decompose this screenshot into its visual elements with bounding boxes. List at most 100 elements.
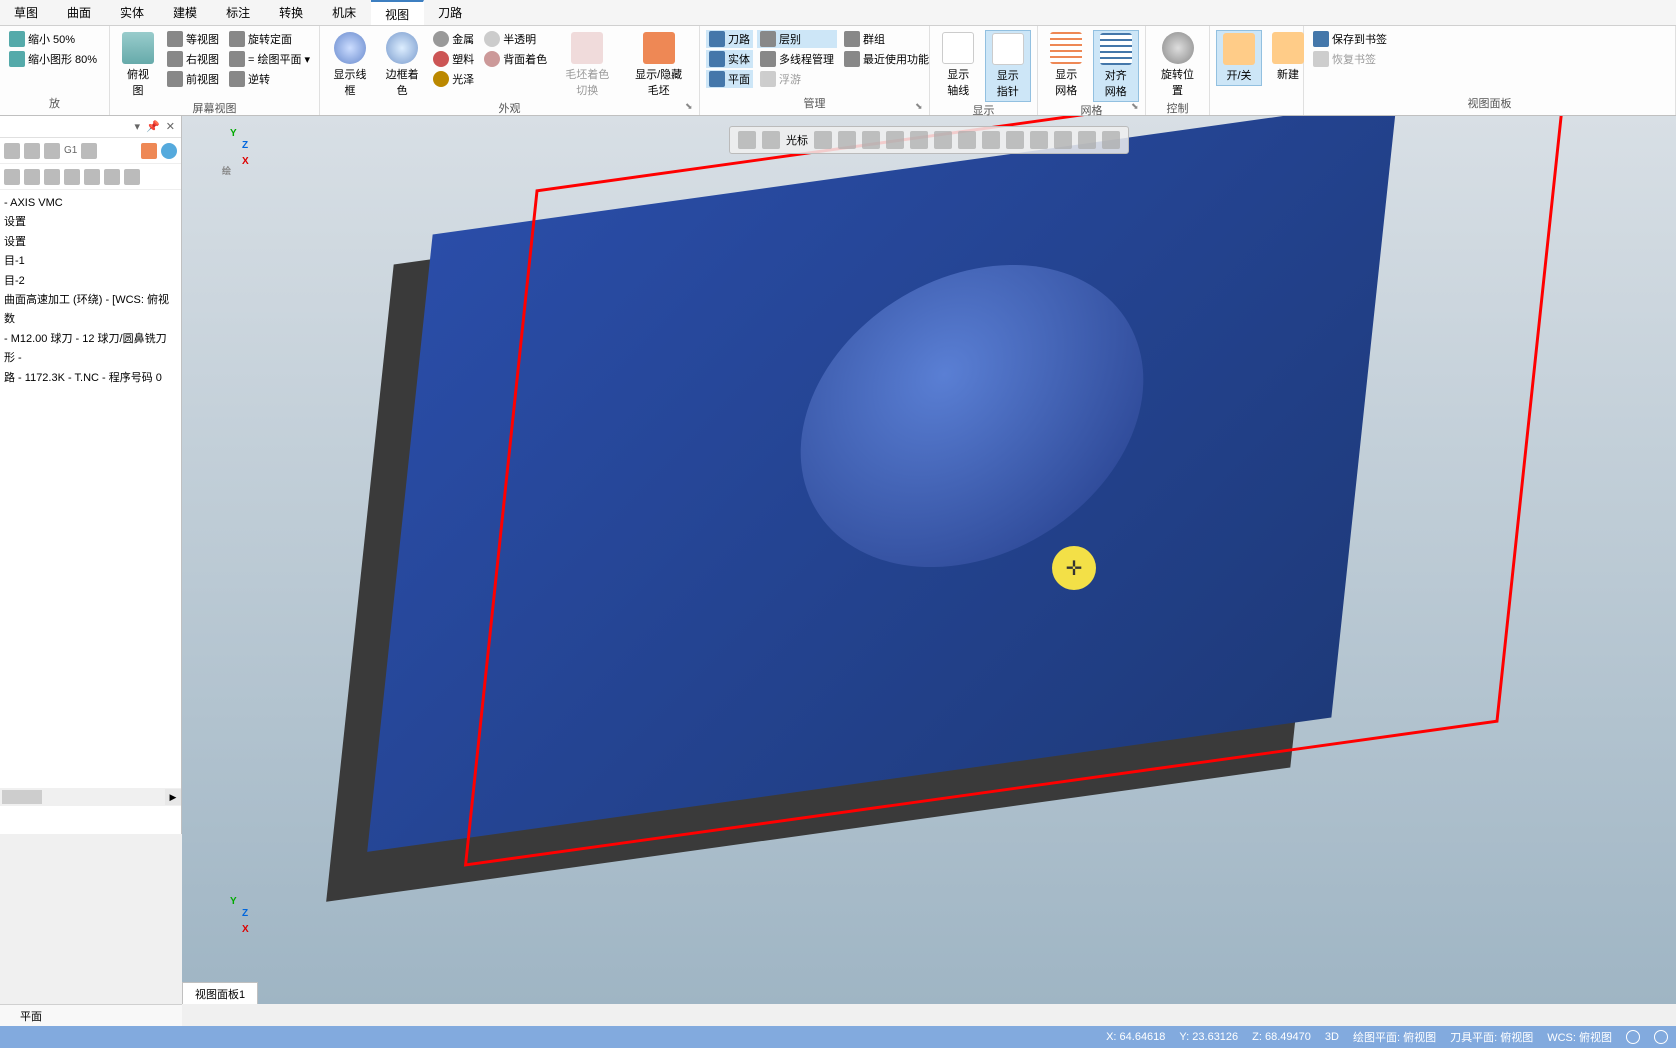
tree-item[interactable]: 数 (2, 310, 179, 329)
show-axes-button[interactable]: 显示轴线 (936, 30, 981, 100)
tree-item[interactable]: 形 - (2, 349, 179, 368)
status-wcs[interactable]: WCS: 俯视图 (1547, 1029, 1612, 1045)
tool-icon[interactable] (4, 143, 20, 159)
shrink-80-button[interactable]: 缩小图形 80% (6, 50, 100, 68)
gear-icon[interactable] (838, 131, 856, 149)
tab-view[interactable]: 视图 (371, 0, 424, 25)
manage-float-button[interactable]: 浮游 (757, 70, 837, 88)
tool-icon[interactable] (84, 169, 100, 185)
help-icon[interactable] (161, 143, 177, 159)
vt-icon[interactable] (1102, 131, 1120, 149)
vt-icon[interactable] (738, 131, 756, 149)
tab-surface[interactable]: 曲面 (53, 0, 106, 25)
tree-item[interactable]: 曲面高速加工 (环绕) - [WCS: 俯视 (2, 291, 179, 310)
rotate-pos-button[interactable]: 旋转位置 (1152, 30, 1203, 100)
tool-icon[interactable] (104, 169, 120, 185)
shrink-50-button[interactable]: 缩小 50% (6, 30, 100, 48)
vt-icon[interactable] (982, 131, 1000, 149)
tree-item[interactable]: 目-2 (2, 272, 179, 291)
tree-item[interactable]: - AXIS VMC (2, 194, 179, 213)
vt-icon[interactable] (1030, 131, 1048, 149)
tool-icon[interactable] (44, 143, 60, 159)
tab-toolpath[interactable]: 刀路 (424, 0, 477, 25)
manage-toolpath-button[interactable]: 刀路 (706, 30, 753, 48)
show-grid-button[interactable]: 显示网格 (1044, 30, 1089, 100)
vt-icon[interactable] (814, 131, 832, 149)
status-draw-plane[interactable]: 绘图平面: 俯视图 (1353, 1029, 1436, 1045)
vt-icon[interactable] (958, 131, 976, 149)
manage-multithread-button[interactable]: 多线程管理 (757, 50, 837, 68)
tab-solid[interactable]: 实体 (106, 0, 159, 25)
tree-horizontal-scrollbar[interactable]: ▶ (0, 788, 181, 806)
manage-group-button[interactable]: 群组 (841, 30, 932, 48)
right-view-button[interactable]: 右视图 (164, 50, 222, 68)
tool-icon[interactable] (24, 143, 40, 159)
tab-model[interactable]: 建模 (159, 0, 212, 25)
vt-icon[interactable] (1054, 131, 1072, 149)
save-bookmark-button[interactable]: 保存到书签 (1310, 30, 1390, 48)
status-globe-icon[interactable] (1626, 1030, 1640, 1044)
panel-close-icon[interactable]: ✕ (166, 120, 175, 133)
restore-bookmark-button[interactable]: 恢复书签 (1310, 50, 1390, 68)
viewport-tab-1[interactable]: 视图面板1 (182, 982, 258, 1004)
status-tool-plane[interactable]: 刀具平面: 俯视图 (1450, 1029, 1533, 1045)
tool-icon[interactable] (4, 169, 20, 185)
reverse-button[interactable]: 逆转 (226, 70, 313, 88)
manage-solid-button[interactable]: 实体 (706, 50, 753, 68)
semi-trans-button[interactable]: 半透明 (481, 30, 550, 48)
manage-plane-button[interactable]: 平面 (706, 70, 753, 88)
tab-machine[interactable]: 机床 (318, 0, 371, 25)
material-toggle-button[interactable]: 毛坯着色切换 (554, 30, 620, 100)
gloss-button[interactable]: 光泽 (430, 70, 477, 88)
tab-transform[interactable]: 转换 (265, 0, 318, 25)
draw-plane-dropdown[interactable]: = 绘图平面 ▾ (226, 50, 313, 68)
show-hide-stock-button[interactable]: 显示/隐藏毛坯 (624, 30, 693, 100)
iso-view-button[interactable]: 等视图 (164, 30, 222, 48)
tree-item[interactable]: 设置 (2, 233, 179, 252)
vt-icon[interactable] (886, 131, 904, 149)
panel-pin-icon[interactable]: 📌 (146, 120, 160, 133)
operations-tree[interactable]: - AXIS VMC 设置 设置 目-1 目-2 曲面高速加工 (环绕) - [… (0, 190, 181, 770)
tool-icon[interactable] (124, 169, 140, 185)
wireframe-button[interactable]: 显示线框 (326, 30, 374, 100)
back-color-button[interactable]: 背面着色 (481, 50, 550, 68)
tree-item[interactable]: 目-1 (2, 252, 179, 271)
top-view-button[interactable]: 俯视图 (116, 30, 160, 100)
3d-viewport[interactable]: ✛ 光标 Y Z X 绘 Y Z X 视图面板1 (182, 116, 1676, 1004)
tree-item[interactable]: - M12.00 球刀 - 12 球刀/圆鼻铣刀 (2, 330, 179, 349)
manage-level-button[interactable]: 层别 (757, 30, 837, 48)
front-view-button[interactable]: 前视图 (164, 70, 222, 88)
tool-icon[interactable] (64, 169, 80, 185)
tool-icon[interactable] (24, 169, 40, 185)
tab-annotate[interactable]: 标注 (212, 0, 265, 25)
appearance-launcher[interactable]: ⬊ (685, 101, 697, 113)
metal-button[interactable]: 金属 (430, 30, 477, 48)
onoff-button[interactable]: 开/关 (1216, 30, 1262, 86)
edge-shade-button[interactable]: 边框着色 (378, 30, 426, 100)
status-mode[interactable]: 3D (1325, 1031, 1339, 1043)
vt-icon[interactable] (862, 131, 880, 149)
tree-item[interactable]: 路 - 1172.3K - T.NC - 程序号码 0 (2, 369, 179, 388)
vt-icon[interactable] (1006, 131, 1024, 149)
lock-icon[interactable] (762, 131, 780, 149)
tool-icon[interactable] (44, 169, 60, 185)
manage-recent-button[interactable]: 最近使用功能 (841, 50, 932, 68)
vt-icon[interactable] (934, 131, 952, 149)
tool-icon[interactable] (141, 143, 157, 159)
tool-icon[interactable] (81, 143, 97, 159)
status-globe-icon[interactable] (1654, 1030, 1668, 1044)
scrollbar-thumb[interactable] (2, 790, 42, 804)
rotate-fixed-button[interactable]: 旋转定面 (226, 30, 313, 48)
plastic-button[interactable]: 塑料 (430, 50, 477, 68)
tab-sketch[interactable]: 草图 (0, 0, 53, 25)
grid-launcher[interactable]: ⬊ (1131, 101, 1143, 113)
panel-dropdown-icon[interactable]: ▾ (135, 120, 141, 133)
vt-icon[interactable] (1078, 131, 1096, 149)
tree-item[interactable]: 设置 (2, 213, 179, 232)
scrollbar-right-arrow[interactable]: ▶ (165, 789, 181, 805)
left-bottom-tab[interactable]: 平面 (0, 1004, 182, 1026)
manage-launcher[interactable]: ⬊ (915, 101, 927, 113)
align-grid-button[interactable]: 对齐网格 (1093, 30, 1140, 102)
show-pointer-button[interactable]: 显示指针 (985, 30, 1032, 102)
vt-icon[interactable] (910, 131, 928, 149)
